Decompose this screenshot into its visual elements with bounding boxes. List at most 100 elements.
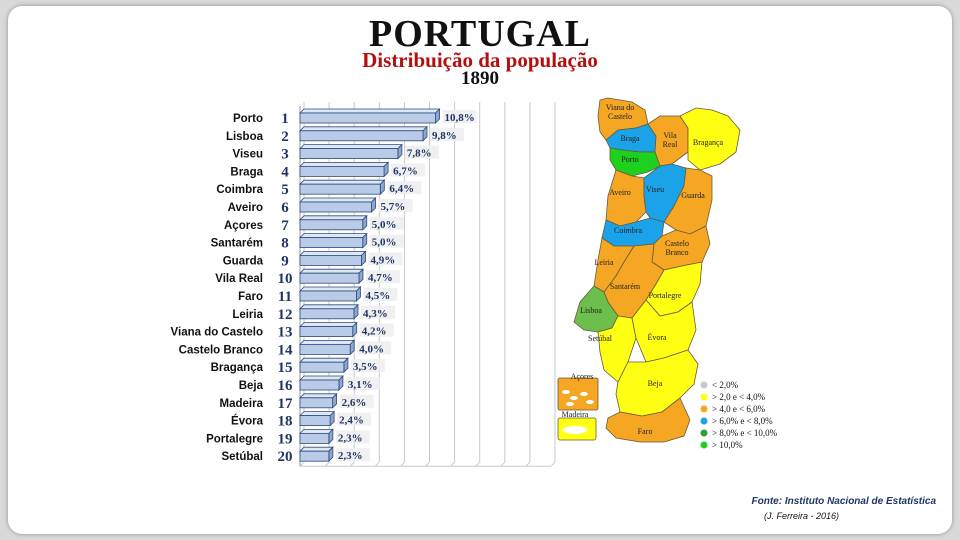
bar	[299, 410, 336, 427]
district-label: Viana do Castelo	[606, 103, 635, 121]
district-label: Leiria	[594, 258, 614, 267]
value-label-bg	[339, 394, 374, 408]
district-label: Portalegre	[649, 291, 682, 300]
grid-line	[299, 461, 305, 467]
grid-line	[500, 461, 506, 467]
district-label: Viseu	[646, 185, 664, 194]
legend-swatch	[700, 393, 708, 401]
value-label-bg	[357, 341, 392, 355]
bar-front	[299, 183, 381, 195]
category-label: Leiria	[232, 309, 263, 321]
rank-label: 17	[278, 396, 294, 412]
category-label: Faro	[238, 291, 263, 303]
bar-front	[299, 361, 345, 373]
value-label-bg	[359, 323, 394, 337]
bar-front	[299, 379, 340, 391]
value-label-bg	[337, 412, 372, 426]
bar	[299, 232, 368, 249]
category-label: Setúbal	[221, 451, 263, 463]
grid-line	[450, 461, 455, 467]
district-label: Faro	[638, 427, 653, 436]
value-label: 3,5%	[353, 361, 378, 373]
rank-label: 7	[281, 218, 289, 234]
district-label: Évora	[647, 332, 667, 342]
grid-line	[475, 461, 481, 467]
category-label: Évora	[231, 415, 264, 428]
island-detail	[580, 392, 588, 396]
bar-front	[299, 290, 357, 302]
page-subtitle: Distribuição da população	[362, 48, 598, 72]
value-label: 9,8%	[432, 130, 457, 142]
value-label: 2,3%	[338, 450, 363, 462]
value-label: 4,5%	[365, 290, 390, 302]
district-label: Porto	[621, 155, 638, 164]
district-label: Castelo Branco	[665, 239, 689, 257]
bar	[299, 108, 441, 124]
bar	[299, 268, 364, 285]
rank-label: 16	[278, 378, 294, 394]
legend-swatch	[700, 405, 708, 413]
category-label: Aveiro	[228, 202, 263, 214]
value-label: 5,7%	[381, 201, 406, 213]
bar-front	[299, 201, 372, 213]
value-label-bg	[442, 110, 477, 123]
category-label: Viana do Castelo	[171, 327, 263, 339]
page-title: PORTUGAL	[368, 13, 591, 55]
legend-label: > 10,0%	[712, 440, 743, 450]
credit-note: (J. Ferreira - 2016)	[764, 511, 840, 521]
grid-line	[374, 461, 380, 467]
district-vila-real	[647, 115, 689, 167]
rank-label: 6	[281, 200, 289, 216]
category-label: Coimbra	[216, 184, 263, 196]
bar	[299, 303, 359, 320]
bar	[299, 161, 390, 178]
bar	[299, 125, 428, 142]
district-label: Coimbra	[614, 226, 642, 235]
bar	[299, 339, 356, 356]
bar	[299, 143, 403, 160]
category-label: Vila Real	[215, 273, 263, 285]
bar-front	[299, 165, 385, 177]
bar	[299, 197, 377, 213]
value-label: 5,0%	[372, 219, 397, 231]
bar-front	[299, 397, 334, 409]
value-label: 6,4%	[389, 183, 414, 195]
island-shapes	[562, 390, 594, 434]
rank-label: 3	[281, 147, 289, 163]
rank-label: 18	[278, 414, 293, 430]
bar-front	[299, 432, 330, 444]
bar-front	[299, 148, 399, 160]
legend-swatch	[700, 441, 708, 449]
value-label-bg	[369, 216, 404, 230]
district-label: Setúbal	[588, 334, 613, 343]
island-detail	[566, 402, 574, 406]
district-evora	[631, 299, 697, 363]
grid-line	[324, 461, 330, 467]
bar	[299, 214, 368, 231]
legend-swatch	[700, 429, 708, 437]
bar-front	[299, 343, 351, 355]
rank-label: 8	[281, 236, 289, 252]
category-label: Santarém	[211, 238, 263, 250]
value-label: 4,2%	[362, 326, 387, 338]
value-label-bg	[360, 305, 395, 319]
bar-front	[299, 130, 424, 142]
value-label-bg	[391, 163, 426, 177]
value-label-bg	[404, 145, 439, 159]
bar	[299, 375, 344, 391]
rank-label: 1	[281, 111, 289, 127]
district-label: Aveiro	[609, 188, 631, 197]
value-label-bg	[335, 448, 370, 462]
legend-label: > 6,0% e < 8,0%	[712, 416, 773, 426]
bar-front	[299, 415, 331, 427]
value-label: 6,7%	[393, 165, 418, 177]
value-label-bg	[365, 270, 400, 284]
value-label: 10,8%	[445, 112, 475, 124]
district-setubal	[597, 315, 637, 383]
value-label: 4,9%	[370, 254, 395, 266]
district-label: Vila Real	[663, 131, 678, 149]
year-label: 1890	[461, 68, 499, 89]
value-label: 2,6%	[342, 397, 367, 409]
category-label: Porto	[233, 113, 263, 125]
